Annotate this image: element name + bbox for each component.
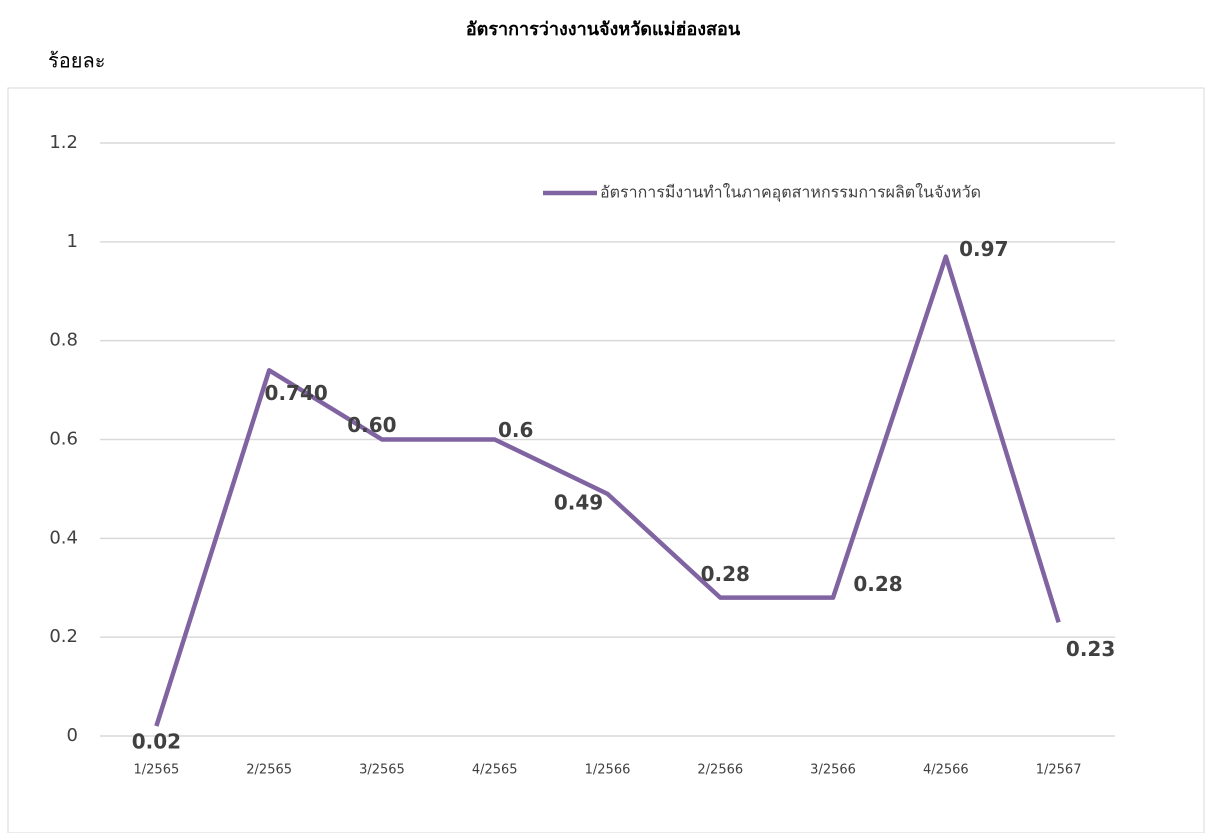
data-label: 0.49: [554, 490, 603, 514]
y-tick-label: 0.2: [49, 626, 78, 647]
data-label: 0.60: [347, 413, 396, 437]
x-tick-label: 1/2566: [585, 763, 631, 778]
y-tick-label: 0.8: [49, 330, 78, 351]
x-tick-label: 3/2566: [810, 763, 856, 778]
data-label: 0.23: [1066, 637, 1115, 661]
legend-label: อัตราการมีงานทำในภาคอุตสาหกรรมการผลิตในจ…: [600, 183, 981, 203]
data-label: 0.02: [132, 730, 181, 754]
x-tick-label: 4/2566: [923, 763, 969, 778]
y-tick-label: 0: [67, 725, 78, 746]
chart-title: อัตราการว่างงานจังหวัดแม่ฮ่องสอน: [466, 19, 741, 40]
y-tick-label: 1.2: [49, 132, 78, 153]
line: [154, 254, 1061, 727]
data-label: 0.97: [959, 237, 1008, 261]
data-label: 0.6: [498, 418, 533, 442]
x-tick-label: 2/2565: [246, 763, 292, 778]
x-tick-label: 1/2565: [134, 763, 180, 778]
data-label: 0.28: [853, 572, 902, 596]
x-tick-label: 1/2567: [1036, 763, 1082, 778]
y-axis-label: ร้อยละ: [48, 49, 105, 73]
x-tick-label: 2/2566: [697, 763, 743, 778]
y-tick-label: 0.4: [49, 527, 78, 548]
data-label: 0.740: [265, 381, 328, 405]
x-tick-label: 4/2565: [472, 763, 518, 778]
data-label: 0.28: [701, 562, 750, 586]
y-tick-label: 1: [67, 231, 78, 252]
y-tick-label: 0.6: [49, 429, 78, 450]
x-tick-label: 3/2565: [359, 763, 405, 778]
